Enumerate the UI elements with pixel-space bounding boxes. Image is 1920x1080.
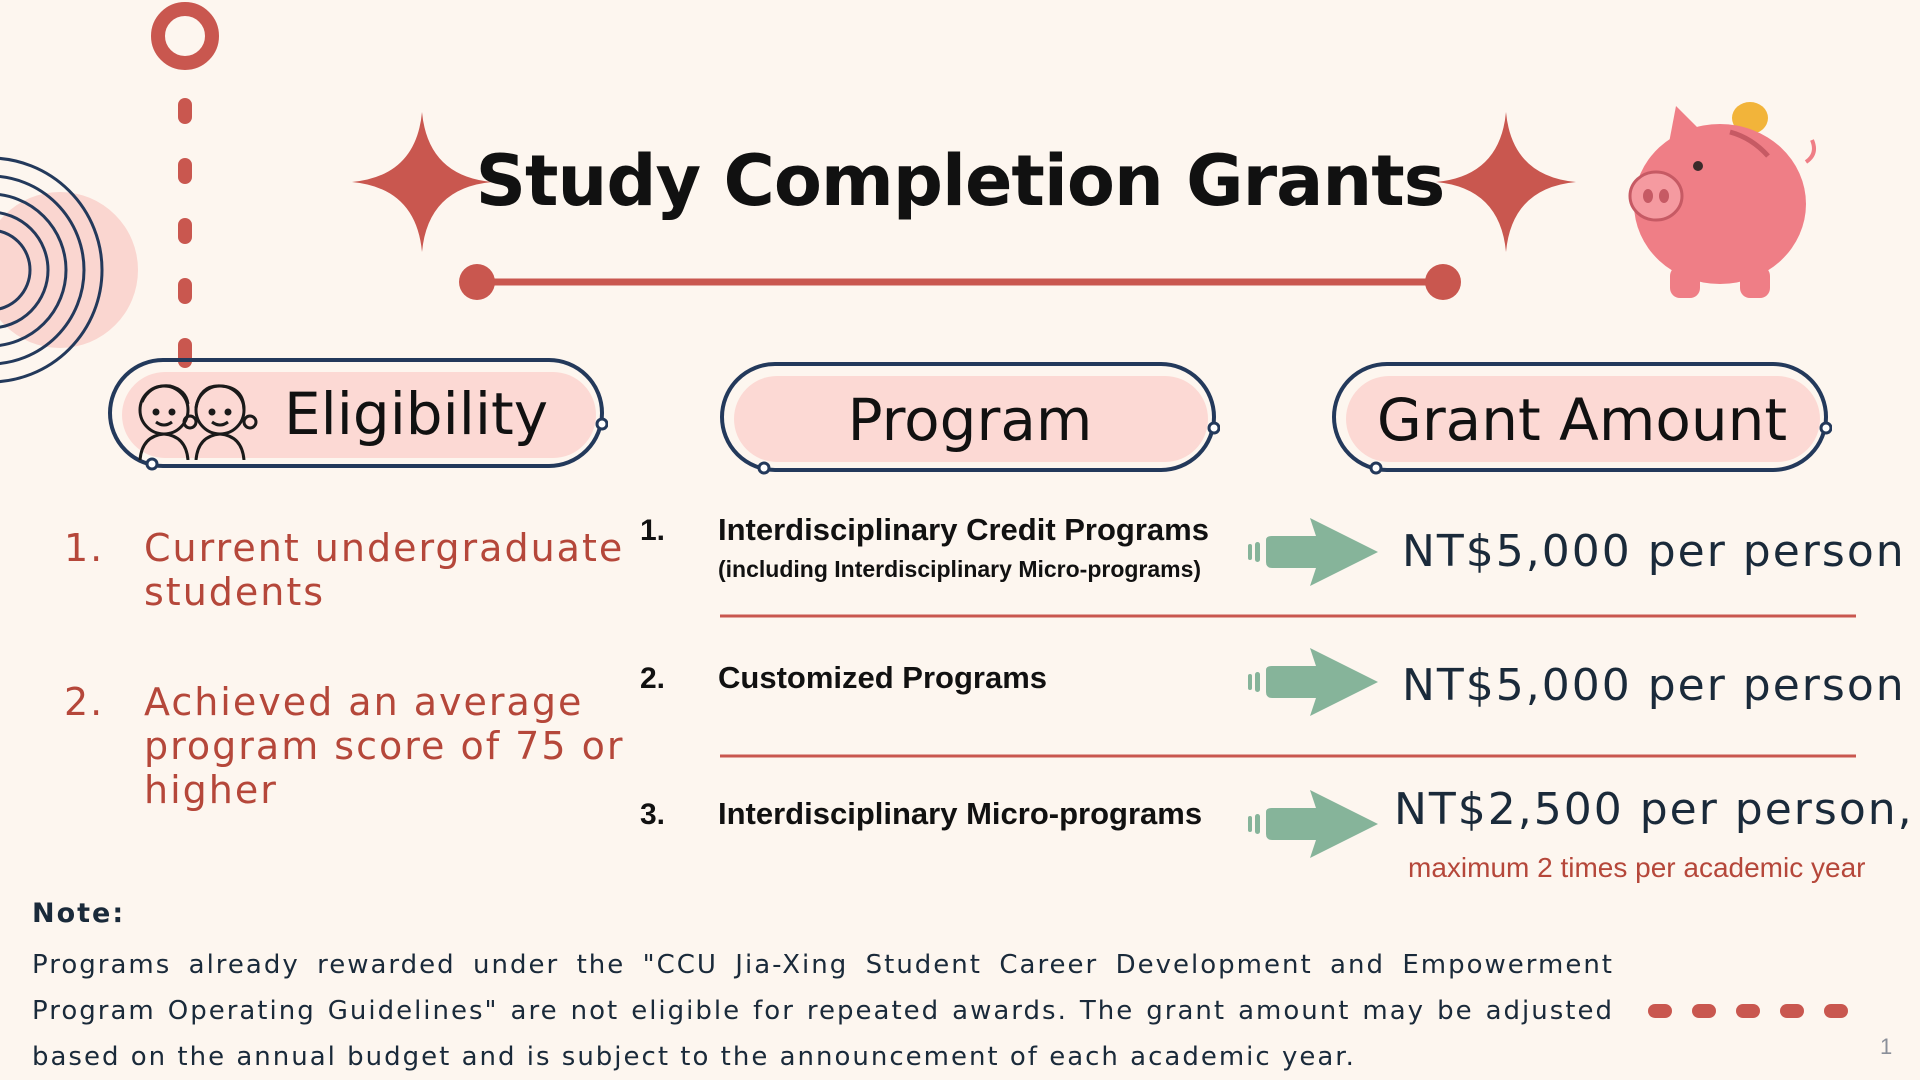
arrow-right-icon <box>1248 518 1378 586</box>
grant-amount-value: NT$5,000 per person <box>1402 660 1906 711</box>
list-item-number: 2. <box>64 680 105 724</box>
program-number: 1. <box>640 514 666 547</box>
program-header: Program <box>847 386 1093 454</box>
program-number: 2. <box>640 662 666 695</box>
program-name: Interdisciplinary Credit Programs <box>718 512 1209 547</box>
page-title: Study Completion Grants <box>475 140 1446 222</box>
dotted-line-decoration <box>151 2 219 368</box>
grant-amount-value: NT$2,500 per person, <box>1394 784 1914 835</box>
dashes-decoration <box>1648 1004 1848 1018</box>
row-divider <box>720 754 1856 758</box>
note-label: Note: <box>32 898 126 929</box>
program-number: 3. <box>640 798 666 831</box>
children-icon <box>138 384 258 460</box>
grant-amount-pill <box>1332 362 1832 475</box>
arrow-right-icon <box>1248 648 1378 716</box>
note-text: Programs already rewarded under the "CCU… <box>32 950 1614 1072</box>
four-point-star-icon <box>352 112 492 252</box>
list-item-text: Achieved an average program score of 75 … <box>144 680 625 812</box>
eligibility-header: Eligibility <box>284 380 549 448</box>
page-number: 1 <box>1880 1034 1893 1059</box>
grant-amount-header: Grant Amount <box>1376 386 1788 454</box>
arrow-right-icon <box>1248 790 1378 858</box>
program-name: Interdisciplinary Micro-programs <box>718 796 1203 831</box>
piggy-bank-icon <box>1628 102 1816 298</box>
program-name: Customized Programs <box>718 660 1048 695</box>
row-divider <box>720 614 1856 618</box>
concentric-arcs-decoration <box>0 156 138 384</box>
title-underline <box>459 264 1461 300</box>
program-pill <box>720 362 1220 475</box>
list-item-number: 1. <box>64 526 105 570</box>
program-subtext: (including Interdisciplinary Micro-progr… <box>718 556 1202 582</box>
four-point-star-icon <box>1436 112 1576 252</box>
grant-amount-value: NT$5,000 per person <box>1402 526 1906 577</box>
grant-amount-note: maximum 2 times per academic year <box>1408 852 1866 883</box>
list-item-text: Current undergraduate students <box>144 526 625 614</box>
